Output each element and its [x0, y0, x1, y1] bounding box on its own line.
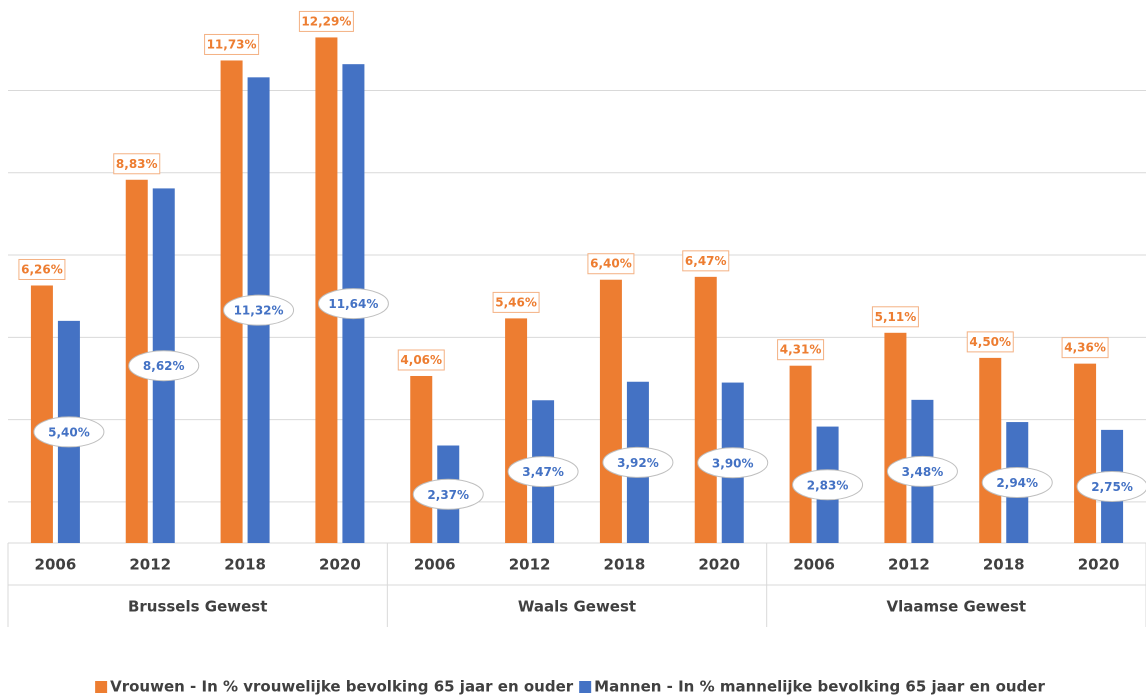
group-label: Waals Gewest [518, 598, 636, 616]
data-label-bubble [697, 447, 769, 479]
data-label: 5,11% [875, 310, 917, 324]
data-label: 4,06% [400, 353, 442, 367]
data-label-bubble [128, 350, 200, 382]
data-label: 2,37% [427, 488, 469, 502]
data-label: 2,75% [1091, 480, 1133, 494]
data-label-box [966, 331, 1014, 353]
x-tick-label: 2020 [698, 556, 740, 574]
data-label-box [18, 258, 66, 280]
bar [30, 285, 53, 543]
data-label: 3,47% [522, 465, 564, 479]
data-label-bubble [886, 455, 958, 487]
x-tick-label: 2018 [983, 556, 1025, 574]
data-label: 4,31% [780, 343, 822, 357]
data-label: 5,46% [495, 295, 537, 309]
data-label-box [397, 349, 445, 371]
group-label: Vlaamse Gewest [887, 598, 1027, 616]
bar [410, 375, 433, 543]
legend-label: Mannen - In % mannelijke bevolking 65 ja… [594, 678, 1045, 695]
data-label: 6,40% [590, 257, 632, 271]
legend-swatch [95, 681, 108, 693]
x-tick-label: 2020 [319, 556, 361, 574]
data-label-bubble [33, 416, 105, 448]
bar [789, 365, 812, 543]
legend-label: Vrouwen - In % vrouwelijke bevolking 65 … [110, 678, 574, 695]
data-label: 12,29% [301, 14, 351, 28]
data-label: 11,32% [234, 304, 284, 318]
data-label: 6,47% [685, 254, 727, 268]
x-tick-label: 2012 [509, 556, 551, 574]
data-label: 4,50% [969, 335, 1011, 349]
data-label: 4,36% [1064, 341, 1106, 355]
data-label-box [298, 10, 354, 32]
data-label-box [1061, 337, 1109, 359]
data-label-bubble [223, 294, 295, 326]
data-label-box [871, 306, 919, 328]
x-tick-label: 2006 [793, 556, 835, 574]
data-label-bubble [981, 467, 1053, 499]
data-label: 11,64% [328, 297, 378, 311]
x-tick-label: 2012 [888, 556, 930, 574]
x-tick-label: 2018 [224, 556, 266, 574]
data-label: 8,83% [116, 157, 158, 171]
bar [1074, 363, 1097, 543]
x-tick-label: 2006 [414, 556, 456, 574]
data-label: 3,92% [617, 456, 659, 470]
data-label-box [682, 250, 730, 272]
bar [694, 276, 717, 543]
data-label-box [492, 291, 540, 313]
data-label-box [777, 339, 825, 361]
bar [599, 279, 622, 543]
data-label-bubble [602, 446, 674, 478]
bar [884, 332, 907, 543]
bar [979, 357, 1002, 543]
data-label-box [587, 253, 635, 275]
x-tick-label: 2018 [604, 556, 646, 574]
data-label-box [204, 33, 260, 55]
data-label: 5,40% [48, 425, 90, 439]
data-label-bubble [1076, 470, 1146, 502]
bar [505, 318, 528, 543]
data-label: 11,73% [207, 37, 257, 51]
x-tick-label: 2006 [35, 556, 77, 574]
data-label: 8,62% [143, 359, 185, 373]
data-label: 3,90% [712, 456, 754, 470]
bar [315, 37, 338, 544]
legend-swatch [579, 681, 592, 693]
group-label: Brussels Gewest [128, 598, 267, 616]
data-label-box [113, 153, 161, 175]
data-label: 6,26% [21, 262, 63, 276]
data-label-bubble [792, 469, 864, 501]
x-tick-label: 2020 [1078, 556, 1120, 574]
x-tick-label: 2012 [129, 556, 171, 574]
data-label: 3,48% [902, 465, 944, 479]
data-label: 2,83% [807, 478, 849, 492]
data-label: 2,94% [996, 476, 1038, 490]
data-label-bubble [507, 456, 579, 488]
data-label-bubble [412, 478, 484, 510]
data-label-bubble [317, 288, 389, 320]
